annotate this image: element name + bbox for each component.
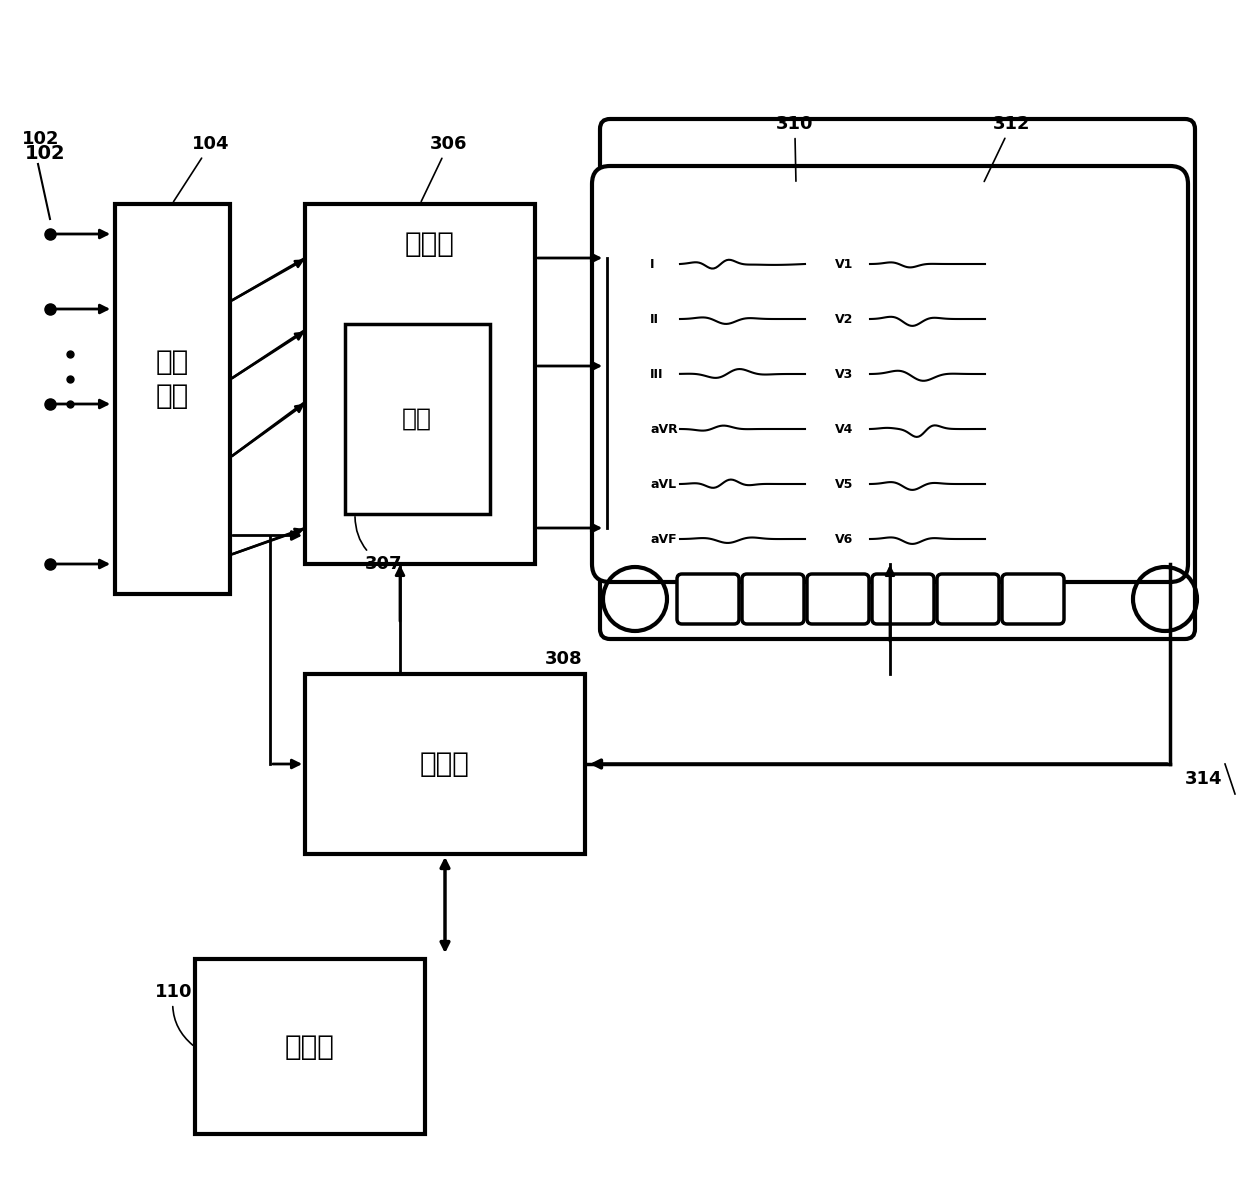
Text: 312: 312	[985, 115, 1030, 181]
Text: V2: V2	[835, 313, 853, 326]
Text: 合成器: 合成器	[405, 230, 455, 258]
Text: 数据库: 数据库	[285, 1032, 335, 1061]
FancyBboxPatch shape	[345, 324, 490, 514]
Text: V5: V5	[835, 477, 853, 490]
Text: aVF: aVF	[650, 533, 677, 546]
FancyBboxPatch shape	[195, 959, 425, 1134]
Text: V1: V1	[835, 257, 853, 270]
Text: 110: 110	[155, 983, 193, 1045]
Text: 104: 104	[174, 135, 229, 201]
Text: I: I	[650, 257, 655, 270]
Text: 矩阵: 矩阵	[402, 407, 432, 431]
Text: 310: 310	[776, 115, 813, 181]
FancyBboxPatch shape	[305, 674, 585, 854]
Text: III: III	[650, 367, 663, 380]
Text: aVR: aVR	[650, 423, 678, 436]
Text: V6: V6	[835, 533, 853, 546]
FancyBboxPatch shape	[872, 574, 934, 624]
FancyBboxPatch shape	[742, 574, 804, 624]
FancyBboxPatch shape	[591, 166, 1188, 583]
FancyBboxPatch shape	[807, 574, 869, 624]
Text: 307: 307	[355, 516, 403, 573]
Text: 308: 308	[546, 650, 583, 668]
FancyBboxPatch shape	[937, 574, 999, 624]
FancyBboxPatch shape	[1002, 574, 1064, 624]
FancyBboxPatch shape	[677, 574, 739, 624]
Text: 控制器: 控制器	[420, 749, 470, 778]
Text: 314: 314	[1185, 770, 1223, 789]
Text: 102: 102	[25, 144, 66, 163]
Text: II: II	[650, 313, 658, 326]
FancyBboxPatch shape	[305, 204, 534, 564]
FancyBboxPatch shape	[600, 120, 1195, 639]
Text: 306: 306	[422, 135, 467, 201]
Text: 102: 102	[22, 130, 60, 148]
FancyBboxPatch shape	[115, 204, 229, 594]
Text: 预处
理器: 预处 理器	[155, 348, 188, 411]
Text: V4: V4	[835, 423, 853, 436]
Text: V3: V3	[835, 367, 853, 380]
Text: aVL: aVL	[650, 477, 676, 490]
